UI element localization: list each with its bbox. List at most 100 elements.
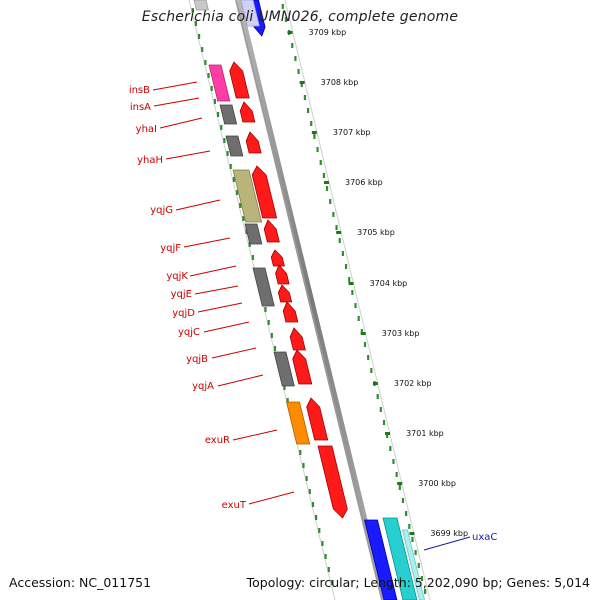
scale-ticks: 3709 kbp 3708 kbp 3707 kbp 3706 kbp 3705 kbp… <box>287 28 468 538</box>
outer-ring-dot <box>395 472 398 477</box>
outer-ring-dot <box>338 238 341 243</box>
gene-label-exuR: exuR <box>205 435 230 446</box>
gene-block-yqjF-pseudo <box>244 223 263 245</box>
inner-ring-dot <box>235 190 239 195</box>
gene-label-leader <box>232 429 278 441</box>
outer-ring-dot <box>363 342 367 347</box>
outer-ring-dot <box>294 56 297 61</box>
outer-ring-dot <box>382 420 386 425</box>
gene-label-leader <box>159 117 203 129</box>
outer-ring-dot <box>414 550 417 555</box>
inner-ring-dot <box>197 34 201 39</box>
gene-block-exuR-pseudo <box>286 401 311 445</box>
gene-label-leader <box>203 321 250 333</box>
outer-ring-dot <box>344 264 348 269</box>
gene-arrow-yqjF <box>263 219 280 243</box>
scale-tick-label: 3709 kbp <box>308 28 346 37</box>
outer-ring-dot <box>401 498 405 503</box>
gene-block-yhaI-pseudo <box>225 135 244 157</box>
gene-label-uxaC: uxaC <box>472 532 497 543</box>
scale-tick-mark <box>409 532 415 535</box>
inner-ring-dot <box>204 60 207 65</box>
outer-ring-dot <box>325 186 329 191</box>
inner-ring-dot <box>229 164 232 169</box>
inner-ring-dot <box>239 203 242 208</box>
outer-dotted-ring <box>281 4 427 594</box>
scale-tick-label: 3700 kbp <box>418 479 456 488</box>
inner-ring-dot <box>308 489 311 494</box>
gene-label-yqjF: yqjF <box>160 243 181 254</box>
scale-tick-mark <box>360 332 366 335</box>
gene-block-insB-pseudo <box>208 64 231 102</box>
gene-arrow-exuT <box>317 445 348 519</box>
inner-ring-dot <box>207 73 210 78</box>
genome-title: Escherichia coli UMN026, complete genome <box>141 9 459 25</box>
gene-arrow-yqjE <box>275 264 290 285</box>
inner-ring-dot <box>302 463 305 468</box>
inner-ring-dot <box>283 385 286 390</box>
outer-ring-dot <box>420 576 424 581</box>
gene-label-yqjE: yqjE <box>171 289 192 300</box>
scale-tick-label: 3705 kbp <box>357 228 395 237</box>
scale-tick-label: 3702 kbp <box>394 379 432 388</box>
gene-label-yqjK: yqjK <box>166 271 188 282</box>
outer-ring-dot <box>284 17 288 22</box>
outer-ring-dot <box>411 537 414 542</box>
genome-backbone <box>235 0 387 600</box>
scale-tick-label: 3703 kbp <box>382 329 420 338</box>
outer-ring-dot <box>376 394 379 399</box>
outer-ring-dot <box>357 316 360 321</box>
outer-ring-dot <box>335 225 338 230</box>
gene-arrow-yhaI <box>245 131 262 154</box>
inner-ring-dot <box>311 502 315 507</box>
gene-block-uxaC-light <box>402 529 426 600</box>
outer-ring-dot <box>281 4 284 9</box>
gene-arrow-uxaC <box>382 517 418 600</box>
outer-ring-dot <box>348 277 351 282</box>
outer-ring-dot <box>306 108 310 113</box>
scale-tick-mark <box>372 382 378 385</box>
gene-label-leader <box>153 97 200 107</box>
gene-arrow-yqjG <box>251 165 278 219</box>
scale-tick-mark <box>287 31 293 34</box>
scale-tick-label: 3701 kbp <box>406 429 444 438</box>
scale-tick-mark <box>348 282 354 285</box>
outer-ring-dot <box>354 303 357 308</box>
inner-ring-dot <box>242 216 245 221</box>
outer-ring-dot <box>313 134 316 139</box>
outer-ring-dot <box>341 251 344 256</box>
gene-label-yqjG: yqjG <box>150 205 173 216</box>
outer-ring-dot <box>398 485 401 490</box>
scale-tick-label: 3704 kbp <box>370 279 408 288</box>
inner-ring-dot <box>216 112 220 117</box>
gene-arrow-yqjD <box>277 284 293 303</box>
gene-label-yqjC: yqjC <box>178 327 200 338</box>
scale-tick-mark <box>299 81 305 84</box>
inner-ring-dot <box>324 554 327 559</box>
outer-ring-dot <box>386 433 389 438</box>
outer-ring-dot <box>405 511 408 516</box>
inner-ring-dot <box>201 47 204 52</box>
gene-arrow-exuR <box>306 397 329 441</box>
outer-ring-dot <box>300 82 303 87</box>
outer-ring-dot <box>370 368 373 373</box>
outer-ring-dot <box>408 524 411 529</box>
outer-ring-dot <box>389 446 392 451</box>
gene-label-yhaH: yhaH <box>137 155 163 166</box>
outer-ring-dot <box>417 563 420 568</box>
outer-ring-dot <box>332 212 335 217</box>
scale-tick-mark <box>323 181 329 184</box>
gene-label-leader <box>211 347 257 359</box>
gene-label-leader <box>248 491 295 505</box>
inner-ring-dot <box>220 125 223 130</box>
scale-tick-mark <box>336 231 342 234</box>
inner-ring-dot <box>315 515 318 520</box>
gene-label-leader <box>189 265 237 277</box>
gene-arrow-insA <box>239 101 256 123</box>
outer-ring-dot <box>424 589 427 594</box>
inner-ring-dot <box>251 255 254 260</box>
scale-tick-label: 3706 kbp <box>345 178 383 187</box>
gene-block-top-grey <box>193 0 209 11</box>
